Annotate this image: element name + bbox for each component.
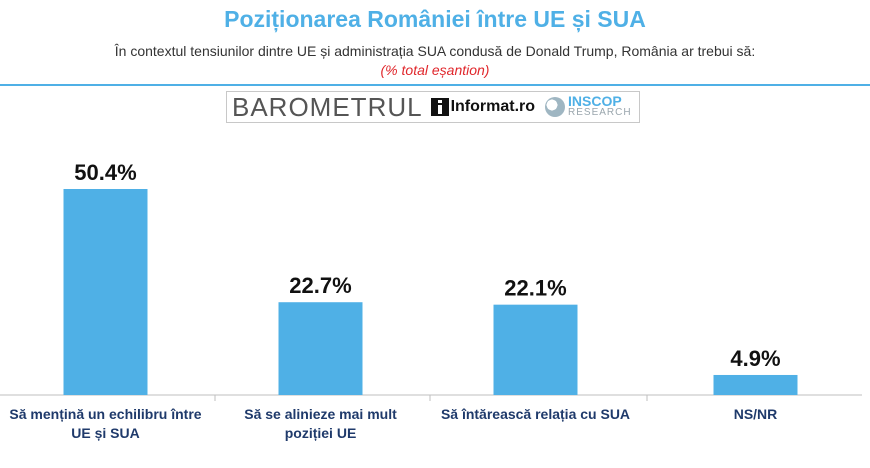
sample-note: (% total eșantion): [380, 62, 490, 78]
chart-subtitle: În contextul tensiunilor dintre UE și ad…: [114, 43, 756, 59]
category-label: Să se alinieze mai mult poziției UE: [244, 406, 397, 441]
category-label: Să întărească relația cu SUA: [440, 406, 631, 422]
bar: [493, 304, 578, 395]
barometru-logo-text: BAROMETRUL: [232, 92, 423, 122]
inscop-logo-text: INSCOP: [568, 93, 622, 109]
informat-logo-text: Informat.ro: [450, 98, 536, 115]
category-label: NS/NR: [733, 406, 778, 422]
inscop-logo-subtext: RESEARCH: [568, 107, 632, 118]
informat-logo-icon: [430, 98, 449, 116]
chart-title: Poziționarea României între UE și SUA: [224, 6, 646, 32]
bar: [713, 374, 798, 395]
bar-value-label: 4.9%: [730, 346, 780, 371]
sponsor-logo-strip: BAROMETRUL Informat.ro INSCOP RESEARCH: [226, 91, 640, 123]
bar-value-label: 22.1%: [504, 276, 566, 301]
header-divider: [0, 84, 870, 86]
bar: [63, 189, 148, 395]
bar-value-label: 50.4%: [74, 160, 136, 185]
bar-value-label: 22.7%: [289, 273, 351, 298]
category-label: Să mențină un echilibru între UE și SUA: [9, 406, 202, 441]
inscop-logo-icon: [545, 97, 566, 117]
bar: [278, 302, 363, 395]
inscop-logo: INSCOP RESEARCH: [568, 93, 632, 119]
